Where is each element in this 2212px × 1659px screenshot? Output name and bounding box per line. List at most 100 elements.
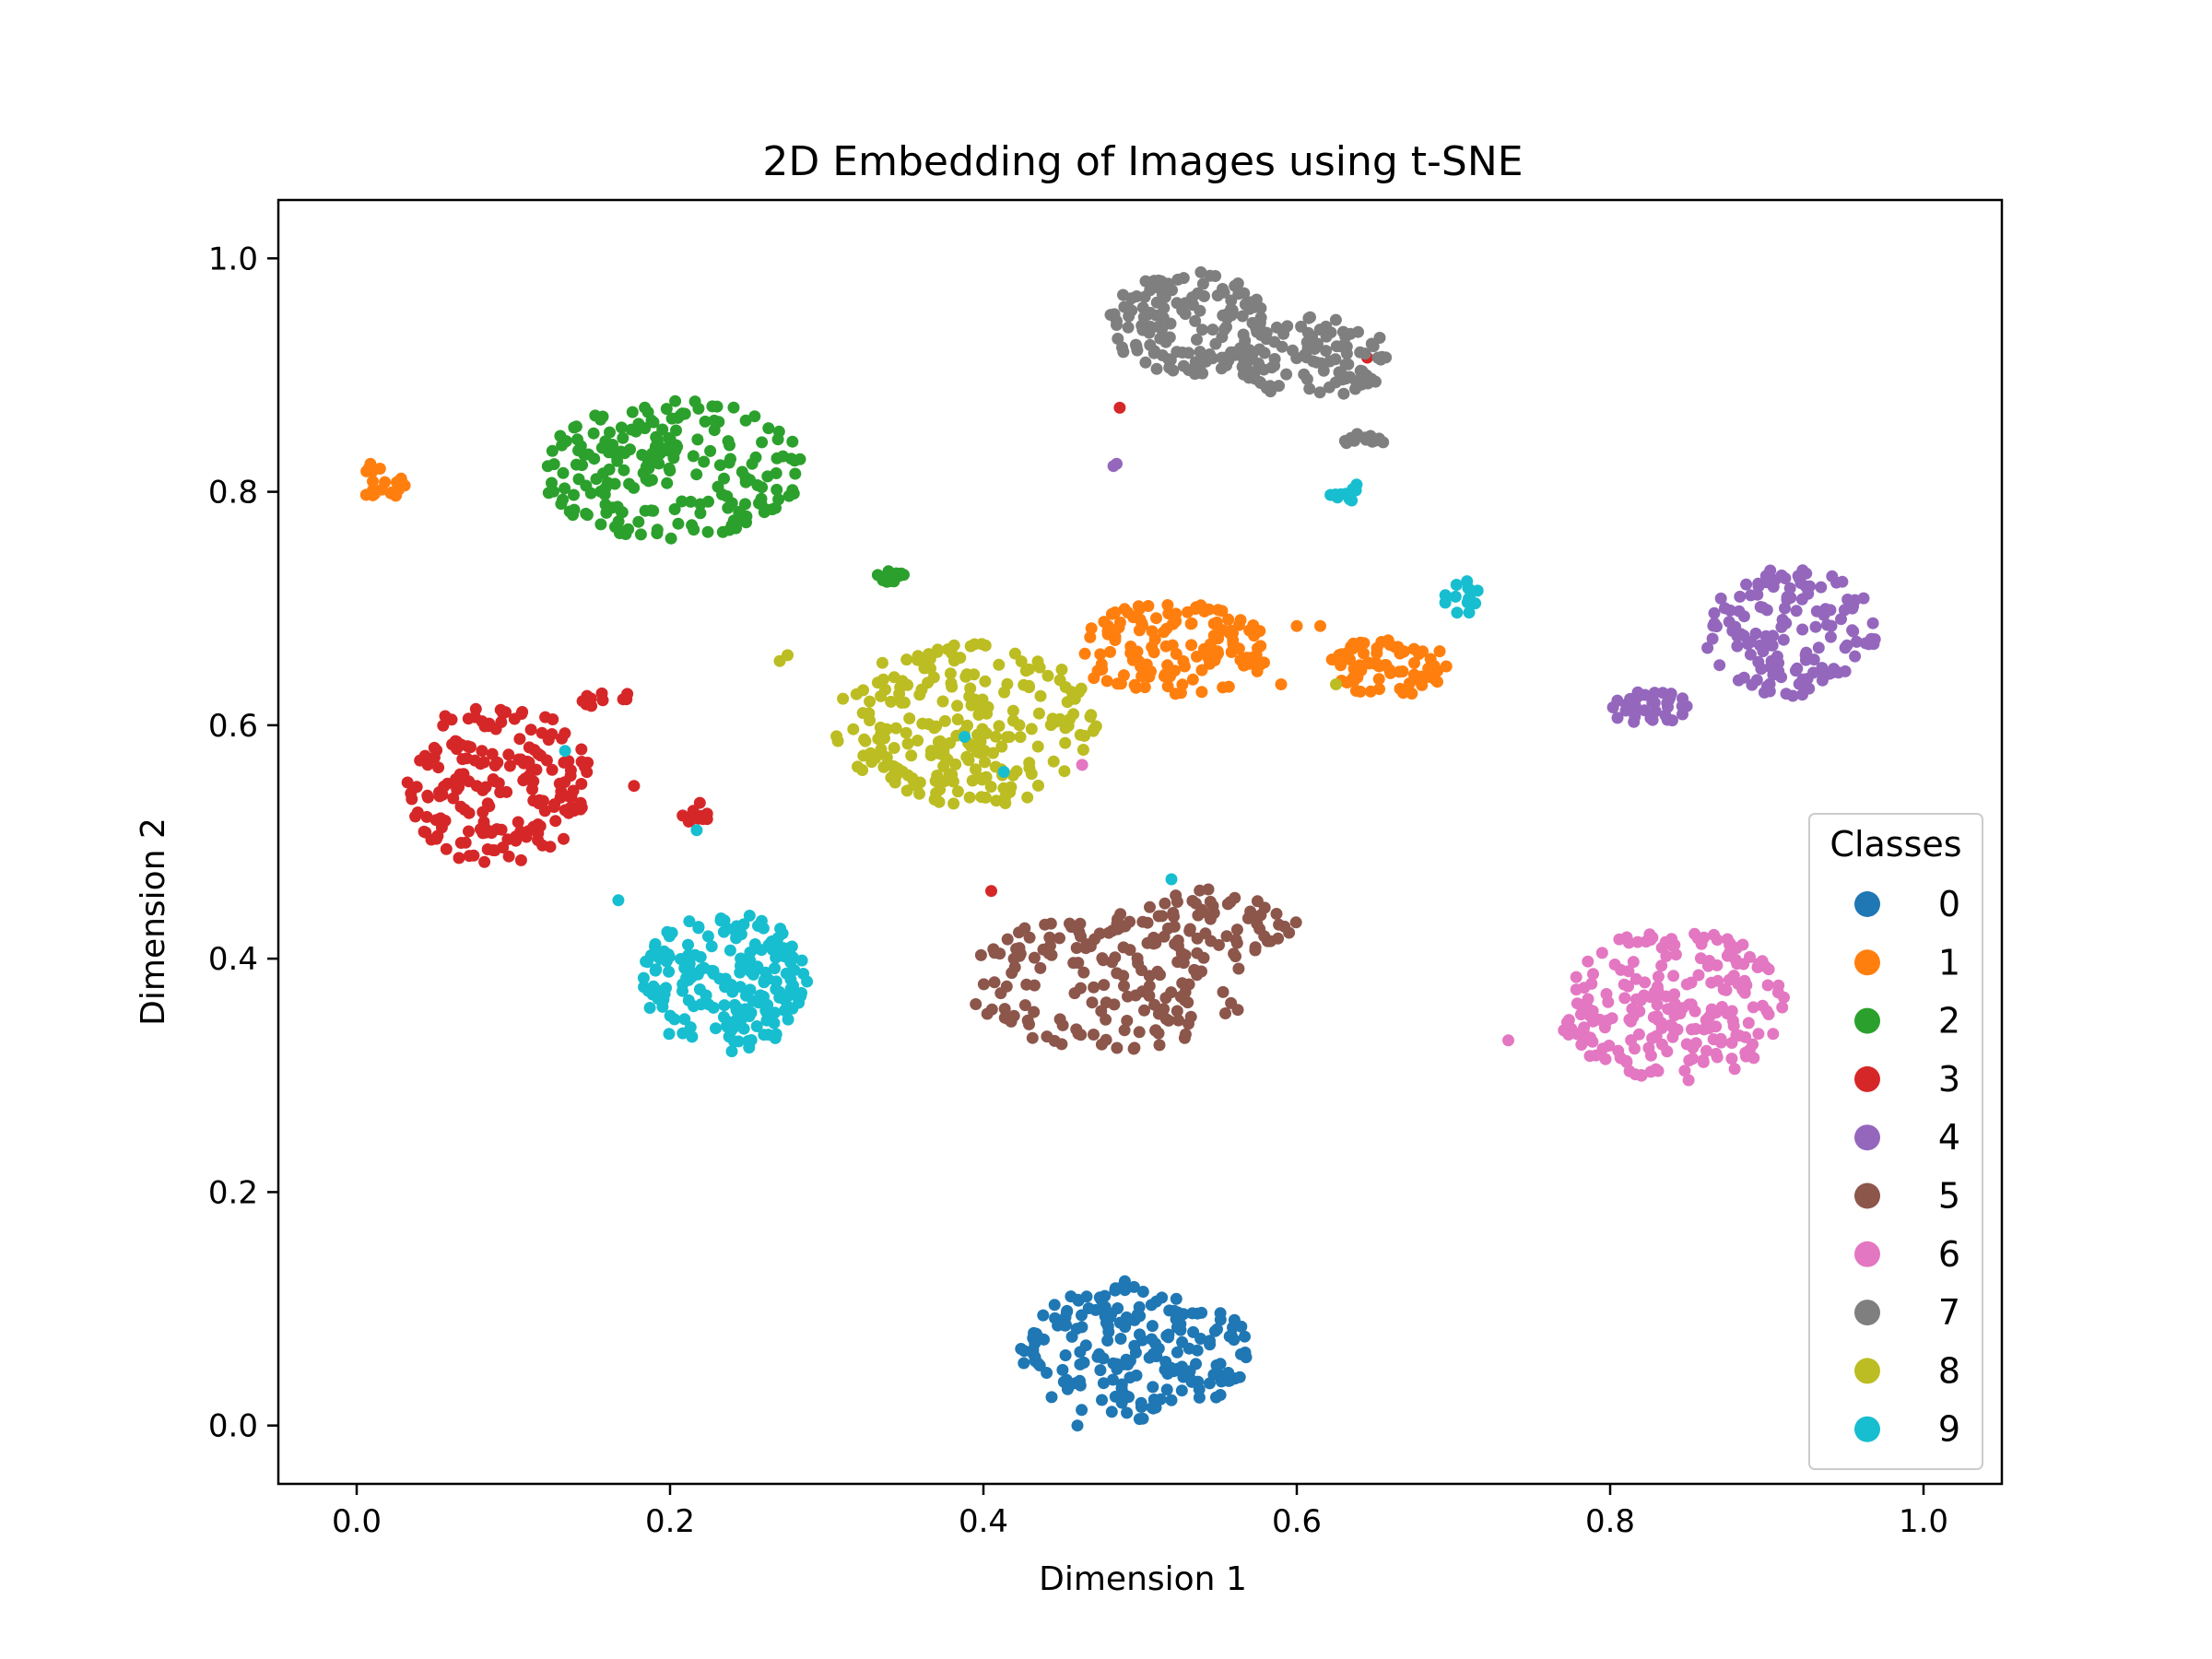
- point-class-1: [1187, 674, 1199, 686]
- point-class-0: [1111, 1359, 1123, 1371]
- legend-marker-8: [1854, 1358, 1880, 1383]
- point-class-2: [692, 403, 704, 415]
- point-class-8: [1033, 708, 1045, 720]
- point-class-5: [1088, 1029, 1100, 1041]
- point-class-3: [579, 760, 591, 772]
- point-class-0: [1223, 1375, 1235, 1387]
- point-class-0: [1066, 1331, 1078, 1343]
- point-class-8: [973, 702, 985, 714]
- point-class-1: [1176, 678, 1188, 690]
- point-class-5: [1273, 919, 1285, 931]
- point-class-1: [1371, 647, 1382, 659]
- point-class-2: [730, 523, 742, 535]
- point-class-9: [756, 915, 768, 927]
- point-class-6: [1716, 1001, 1728, 1013]
- point-class-3: [491, 757, 503, 769]
- point-class-8: [847, 724, 859, 735]
- point-class-2: [589, 409, 601, 421]
- point-class-3: [502, 748, 514, 760]
- point-class-6: [1587, 1016, 1599, 1028]
- point-class-8: [859, 735, 871, 747]
- point-class-8: [1004, 786, 1016, 798]
- point-class-6: [1729, 1063, 1741, 1075]
- point-class-9: [746, 1006, 758, 1018]
- point-class-7: [1209, 338, 1221, 350]
- point-class-9: [769, 1006, 781, 1018]
- point-class-7: [1182, 347, 1194, 359]
- point-class-7: [1239, 335, 1251, 347]
- point-class-1: [1102, 629, 1114, 641]
- point-class-5: [1290, 916, 1302, 928]
- point-class-5: [1250, 941, 1262, 953]
- point-class-2: [736, 466, 748, 478]
- point-class-4: [1745, 649, 1757, 661]
- point-class-1: [1185, 639, 1197, 651]
- point-class-0: [1116, 1379, 1128, 1391]
- point-class-9: [663, 966, 675, 978]
- point-class-6: [1752, 1028, 1764, 1040]
- point-class-0: [1056, 1364, 1068, 1376]
- point-class-3: [555, 792, 567, 804]
- point-class-3: [435, 812, 447, 824]
- point-class-8: [1048, 756, 1060, 768]
- point-class-5: [1171, 896, 1183, 908]
- point-class-7: [1216, 352, 1228, 364]
- point-class-6: [1686, 998, 1698, 1010]
- point-class-2: [559, 482, 571, 494]
- point-class-5: [1254, 909, 1266, 921]
- y-tick-label: 0.2: [208, 1174, 258, 1211]
- point-class-3: [515, 854, 527, 866]
- point-class-4: [1810, 621, 1822, 633]
- point-class-3: [471, 780, 483, 792]
- point-class-9: [559, 745, 571, 757]
- point-class-9: [730, 932, 742, 944]
- point-class-1: [1079, 648, 1091, 660]
- point-class-1: [1084, 631, 1096, 643]
- point-class-0: [1061, 1305, 1073, 1317]
- point-class-2: [694, 499, 706, 511]
- point-class-4: [1826, 571, 1838, 582]
- point-class-5: [1119, 1024, 1131, 1036]
- point-class-9: [638, 972, 650, 984]
- point-class-1: [1142, 600, 1154, 612]
- point-class-7: [1246, 348, 1258, 360]
- point-class-2: [661, 477, 673, 489]
- point-class-8: [881, 724, 893, 735]
- point-class-0: [1131, 1370, 1143, 1382]
- point-class-9: [683, 994, 695, 1006]
- point-class-9: [795, 987, 807, 999]
- point-class-8: [932, 643, 944, 655]
- point-class-6: [1744, 951, 1756, 963]
- point-class-7: [1261, 327, 1273, 339]
- point-class-5: [1006, 1016, 1018, 1028]
- point-class-2: [723, 435, 735, 447]
- point-class-8: [837, 693, 849, 705]
- point-class-3: [405, 787, 417, 799]
- point-class-3: [409, 810, 421, 822]
- point-class-3: [476, 745, 488, 757]
- y-tick-label: 0.8: [208, 475, 258, 512]
- y-axis-label: Dimension 2: [135, 818, 172, 1026]
- point-class-8: [1058, 765, 1070, 777]
- point-class-0: [1046, 1391, 1058, 1403]
- point-class-5: [1014, 950, 1026, 962]
- point-class-0: [1094, 1364, 1106, 1376]
- point-class-7: [1154, 276, 1166, 288]
- point-class-2: [709, 424, 721, 436]
- point-class-2: [628, 482, 640, 494]
- point-class-8: [902, 738, 914, 750]
- point-class-9: [1451, 579, 1463, 591]
- point-class-0: [1174, 1318, 1186, 1330]
- point-class-9: [1440, 589, 1452, 601]
- point-class-5: [1002, 934, 1014, 946]
- point-class-5: [1096, 952, 1108, 964]
- point-class-0: [1184, 1372, 1196, 1384]
- point-class-6: [1646, 1032, 1658, 1044]
- point-class-1: [1434, 645, 1446, 657]
- point-class-5: [1272, 933, 1284, 945]
- point-class-8: [963, 690, 975, 702]
- point-class-3: [465, 741, 477, 753]
- point-class-8: [1026, 768, 1038, 780]
- point-class-8: [1001, 678, 1013, 690]
- point-class-9: [801, 976, 813, 988]
